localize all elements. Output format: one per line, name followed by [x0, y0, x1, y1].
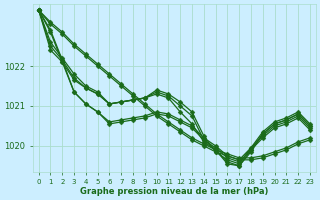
X-axis label: Graphe pression niveau de la mer (hPa): Graphe pression niveau de la mer (hPa) [80, 187, 268, 196]
